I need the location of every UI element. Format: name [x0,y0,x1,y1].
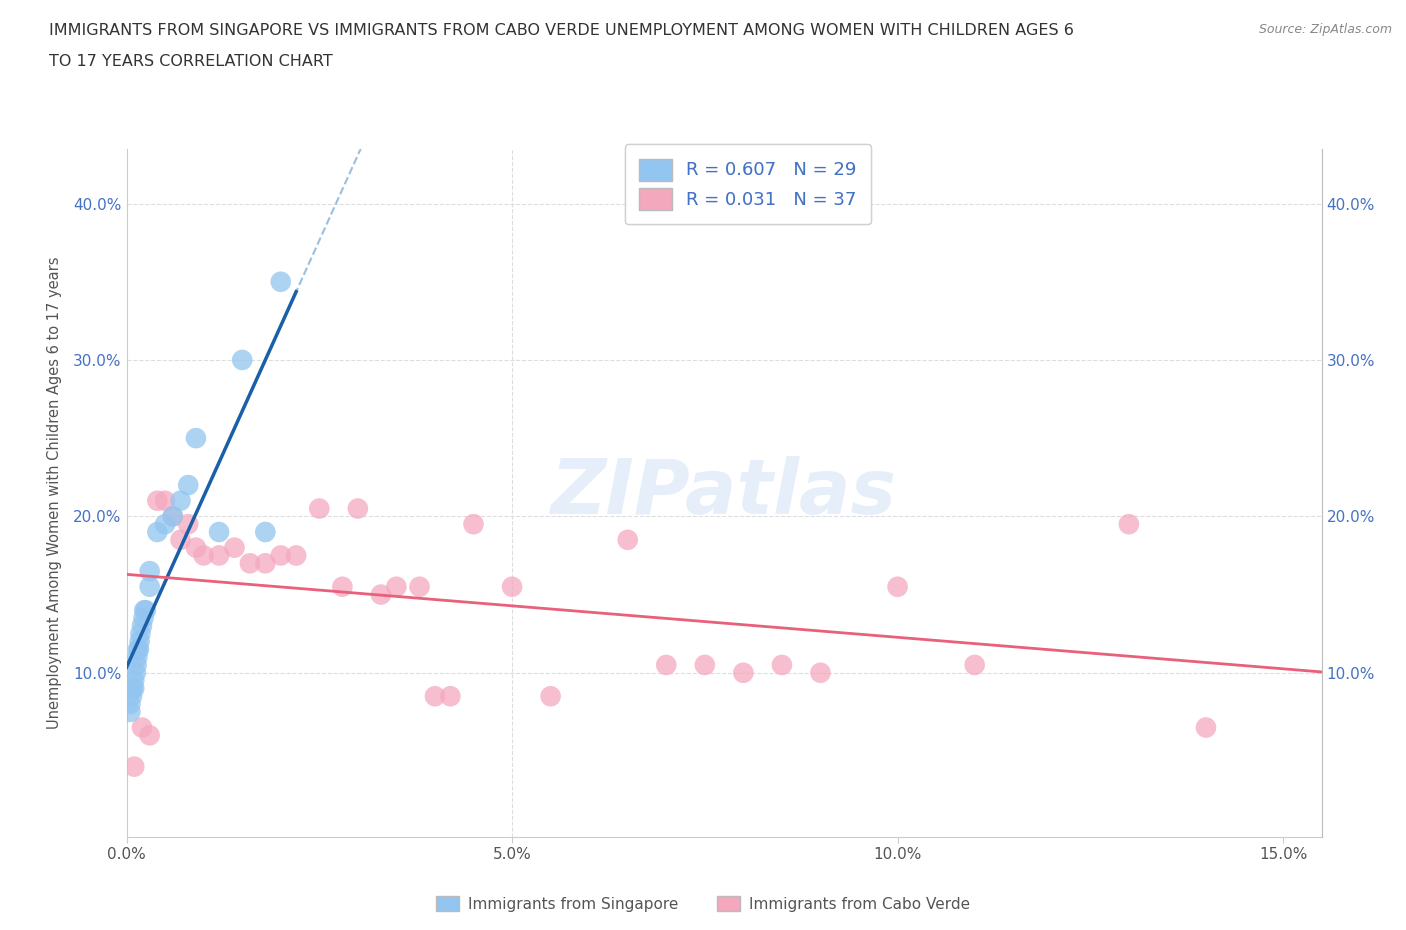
Point [1195,720,1218,735]
Point [131,720,153,735]
Text: Source: ZipAtlas.com: Source: ZipAtlas.com [1258,23,1392,36]
Point [655,658,678,672]
Text: TO 17 YEARS CORRELATION CHART: TO 17 YEARS CORRELATION CHART [49,54,333,69]
Point [146,493,169,508]
Point [120,704,142,719]
Point [128,634,150,649]
Point [616,532,638,547]
Point [153,517,176,532]
Point [423,689,446,704]
Point [177,478,200,493]
Point [332,579,354,594]
Point [125,665,148,680]
Point [239,556,262,571]
Point [254,556,277,571]
Point [129,626,152,641]
Point [138,579,160,594]
Point [540,689,562,704]
Point [122,759,145,774]
Point [132,611,155,626]
Point [193,548,215,563]
Point [138,564,160,578]
Point [121,689,143,704]
Point [886,579,908,594]
Legend: R = 0.607   N = 29, R = 0.031   N = 37: R = 0.607 N = 29, R = 0.031 N = 37 [624,144,872,224]
Point [733,665,755,680]
Point [347,501,370,516]
Point [385,579,408,594]
Point [208,525,231,539]
Point [463,517,485,532]
Text: IMMIGRANTS FROM SINGAPORE VS IMMIGRANTS FROM CABO VERDE UNEMPLOYMENT AMONG WOMEN: IMMIGRANTS FROM SINGAPORE VS IMMIGRANTS … [49,23,1074,38]
Text: ZIPatlas: ZIPatlas [551,456,897,530]
Point [153,493,176,508]
Point [224,540,246,555]
Point [408,579,430,594]
Point [285,548,308,563]
Point [810,665,832,680]
Point [208,548,231,563]
Point [231,352,253,367]
Point [138,728,160,743]
Point [169,532,191,547]
Point [501,579,523,594]
Point [184,540,207,555]
Point [270,548,292,563]
Point [127,650,149,665]
Point [177,517,200,532]
Point [1118,517,1140,532]
Point [254,525,277,539]
Point [162,509,184,524]
Point [128,642,150,657]
Point [135,603,157,618]
Y-axis label: Unemployment Among Women with Children Ages 6 to 17 years: Unemployment Among Women with Children A… [46,257,62,729]
Point [131,618,153,633]
Legend: Immigrants from Singapore, Immigrants from Cabo Verde: Immigrants from Singapore, Immigrants fr… [430,889,976,918]
Point [134,603,156,618]
Point [125,658,148,672]
Point [122,681,145,696]
Point [439,689,461,704]
Point [146,525,169,539]
Point [169,493,191,508]
Point [693,658,716,672]
Point [162,509,184,524]
Point [370,587,392,602]
Point [308,501,330,516]
Point [127,642,149,657]
Point [963,658,986,672]
Point [270,274,292,289]
Point [184,431,207,445]
Point [122,673,145,688]
Point [770,658,793,672]
Point [120,697,142,711]
Point [121,681,143,696]
